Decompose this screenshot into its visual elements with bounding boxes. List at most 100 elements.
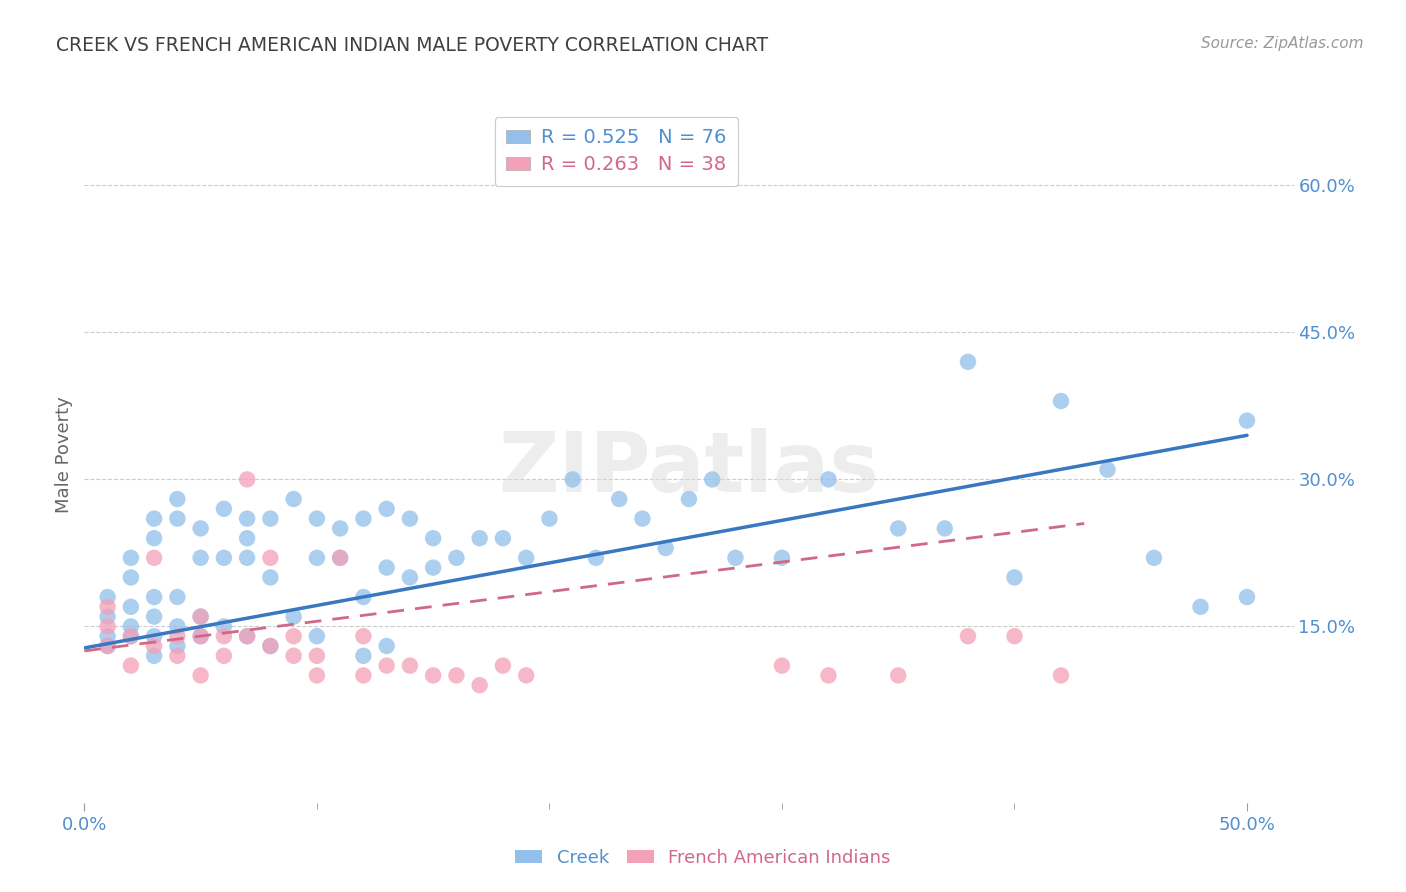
Point	[305, 629, 328, 643]
Point	[97, 619, 120, 633]
Point	[446, 668, 468, 682]
Point	[422, 560, 444, 574]
Point	[399, 658, 422, 673]
Point	[305, 648, 328, 663]
Point	[166, 590, 188, 604]
Point	[399, 511, 422, 525]
Point	[283, 609, 305, 624]
Point	[352, 668, 374, 682]
Point	[120, 570, 142, 584]
Point	[956, 629, 979, 643]
Point	[143, 648, 166, 663]
Point	[259, 639, 281, 653]
Point	[120, 629, 142, 643]
Point	[190, 629, 212, 643]
Point	[538, 511, 561, 525]
Point	[97, 639, 120, 653]
Point	[422, 531, 444, 545]
Point	[375, 639, 398, 653]
Point	[817, 668, 839, 682]
Point	[352, 629, 374, 643]
Point	[770, 658, 793, 673]
Point	[1236, 590, 1258, 604]
Point	[259, 550, 281, 565]
Text: Source: ZipAtlas.com: Source: ZipAtlas.com	[1201, 36, 1364, 51]
Point	[934, 521, 956, 535]
Point	[770, 550, 793, 565]
Point	[97, 599, 120, 614]
Point	[956, 355, 979, 369]
Point	[259, 570, 281, 584]
Point	[375, 658, 398, 673]
Point	[97, 629, 120, 643]
Legend: Creek, French American Indians: Creek, French American Indians	[508, 842, 898, 874]
Point	[305, 550, 328, 565]
Point	[143, 629, 166, 643]
Point	[97, 609, 120, 624]
Point	[305, 511, 328, 525]
Point	[887, 668, 910, 682]
Point	[1236, 414, 1258, 428]
Point	[352, 511, 374, 525]
Point	[375, 501, 398, 516]
Text: CREEK VS FRENCH AMERICAN INDIAN MALE POVERTY CORRELATION CHART: CREEK VS FRENCH AMERICAN INDIAN MALE POV…	[56, 36, 768, 54]
Point	[702, 472, 724, 486]
Point	[1050, 668, 1073, 682]
Point	[492, 531, 515, 545]
Point	[236, 511, 259, 525]
Point	[654, 541, 676, 555]
Point	[236, 472, 259, 486]
Point	[190, 629, 212, 643]
Point	[166, 491, 188, 506]
Point	[166, 648, 188, 663]
Point	[515, 550, 537, 565]
Legend: R = 0.525   N = 76, R = 0.263   N = 38: R = 0.525 N = 76, R = 0.263 N = 38	[495, 117, 738, 186]
Point	[236, 531, 259, 545]
Point	[190, 668, 212, 682]
Point	[166, 639, 188, 653]
Point	[120, 550, 142, 565]
Text: ZIPatlas: ZIPatlas	[499, 428, 879, 509]
Point	[375, 560, 398, 574]
Point	[1189, 599, 1212, 614]
Point	[1004, 629, 1026, 643]
Point	[212, 629, 235, 643]
Point	[399, 570, 422, 584]
Point	[166, 629, 188, 643]
Point	[305, 668, 328, 682]
Point	[283, 648, 305, 663]
Point	[166, 619, 188, 633]
Point	[352, 648, 374, 663]
Point	[678, 491, 700, 506]
Point	[120, 658, 142, 673]
Point	[236, 550, 259, 565]
Point	[190, 521, 212, 535]
Point	[120, 629, 142, 643]
Point	[166, 511, 188, 525]
Point	[190, 609, 212, 624]
Point	[236, 629, 259, 643]
Point	[259, 511, 281, 525]
Point	[329, 521, 352, 535]
Point	[143, 531, 166, 545]
Point	[190, 609, 212, 624]
Point	[212, 550, 235, 565]
Point	[259, 639, 281, 653]
Point	[97, 590, 120, 604]
Point	[1143, 550, 1166, 565]
Point	[422, 668, 444, 682]
Point	[120, 599, 142, 614]
Point	[212, 501, 235, 516]
Point	[631, 511, 654, 525]
Point	[817, 472, 839, 486]
Point	[143, 639, 166, 653]
Point	[492, 658, 515, 673]
Point	[190, 550, 212, 565]
Point	[97, 639, 120, 653]
Point	[212, 648, 235, 663]
Point	[212, 619, 235, 633]
Point	[120, 619, 142, 633]
Point	[468, 678, 491, 692]
Y-axis label: Male Poverty: Male Poverty	[55, 397, 73, 513]
Point	[607, 491, 630, 506]
